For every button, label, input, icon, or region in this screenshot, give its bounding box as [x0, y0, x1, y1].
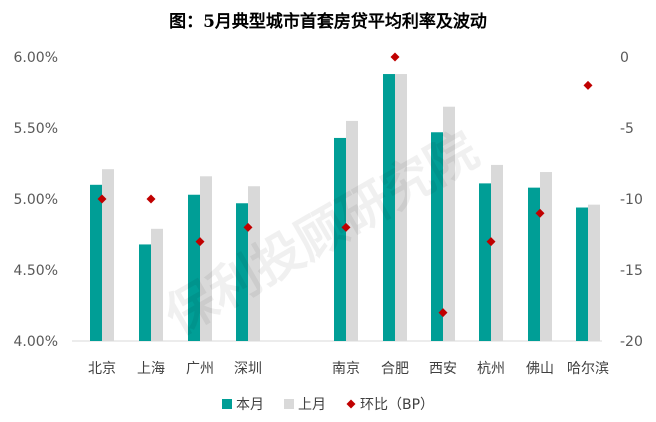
- bar-current-month: [479, 183, 491, 341]
- mom-point: [390, 52, 400, 62]
- category-label: 西安: [429, 361, 457, 377]
- bar-current-month: [528, 187, 540, 341]
- mom-point: [243, 222, 253, 232]
- legend-swatch: [284, 399, 294, 409]
- category-label: 广州: [186, 361, 214, 377]
- mom-point: [535, 208, 545, 218]
- bar-previous-month: [151, 228, 163, 341]
- chart-title: 图：5月典型城市首套房贷平均利率及波动: [169, 11, 487, 32]
- legend-label: 环比（BP）: [360, 397, 434, 413]
- y-right-tick: -20: [620, 334, 643, 350]
- y-left-tick: 6.00%: [14, 50, 58, 66]
- legend-swatch: [346, 399, 356, 409]
- bar-previous-month: [346, 120, 358, 342]
- bar-current-month: [236, 203, 248, 341]
- bar-current-month: [431, 132, 443, 341]
- bar-previous-month: [491, 164, 503, 341]
- category-label: 合肥: [381, 361, 409, 377]
- legend: 本月 上月 环比（BP）: [222, 397, 434, 413]
- bar-current-month: [139, 244, 151, 341]
- y-right-tick: -15: [620, 263, 643, 279]
- bar-previous-month: [248, 186, 260, 341]
- bar-current-month: [188, 194, 200, 341]
- bar-previous-month: [588, 204, 600, 341]
- bar-previous-month: [540, 172, 552, 341]
- legend-label: 本月: [236, 397, 264, 413]
- y-right-tick: -5: [620, 121, 634, 137]
- category-label: 杭州: [477, 361, 505, 377]
- mom-points: [97, 52, 593, 318]
- y-left-tick: 4.50%: [14, 263, 58, 279]
- right-axis-ticks: 0 -5 -10 -15 -20: [620, 50, 643, 350]
- y-left-tick: 5.50%: [14, 121, 58, 137]
- bar-current-month: [90, 184, 102, 341]
- y-left-tick: 5.00%: [14, 192, 58, 208]
- mom-point: [341, 222, 351, 232]
- bar-current-month: [334, 137, 346, 341]
- category-label: 佛山: [526, 361, 554, 377]
- mom-point: [97, 194, 107, 204]
- category-labels: 北京 上海 广州 深圳 南京 合肥 西安 杭州 佛山 哈尔滨: [88, 361, 609, 377]
- y-left-tick: 4.00%: [14, 334, 58, 350]
- y-right-tick: -10: [620, 192, 643, 208]
- mom-point: [486, 237, 496, 247]
- mom-point: [146, 194, 156, 204]
- legend-swatch: [222, 399, 232, 409]
- mom-point: [583, 80, 593, 90]
- bar-previous-month: [102, 169, 114, 341]
- mom-point: [438, 308, 448, 318]
- bar-previous-month: [443, 106, 455, 341]
- category-label: 南京: [332, 361, 360, 377]
- legend-label: 上月: [298, 397, 326, 413]
- mom-point: [195, 237, 205, 247]
- category-label: 哈尔滨: [567, 361, 609, 377]
- bar-previous-month: [395, 74, 407, 341]
- left-axis-ticks: 4.00% 4.50% 5.00% 5.50% 6.00%: [14, 50, 58, 350]
- category-label: 深圳: [234, 361, 262, 377]
- bar-current-month: [383, 74, 395, 341]
- bar-previous-month: [200, 176, 212, 341]
- category-label: 北京: [88, 361, 116, 377]
- y-right-tick: 0: [620, 50, 629, 66]
- bar-current-month: [576, 207, 588, 341]
- bars: [90, 74, 600, 342]
- category-label: 上海: [137, 361, 165, 377]
